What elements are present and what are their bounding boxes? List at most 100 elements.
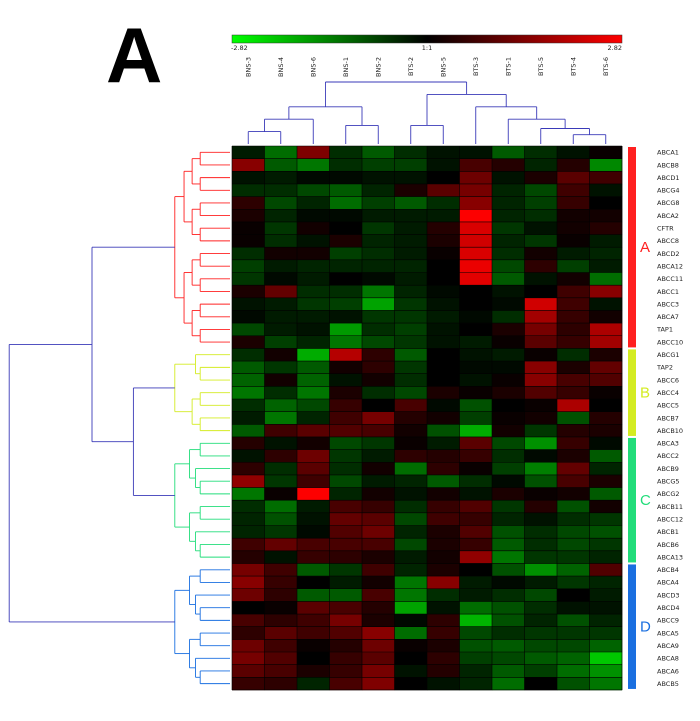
heatmap-cell [492, 639, 525, 653]
heatmap-cell [297, 677, 330, 691]
heatmap-cell [297, 550, 330, 564]
row-label: ABCB11 [657, 503, 683, 511]
heatmap-cell [557, 399, 590, 412]
heatmap-cell [362, 183, 395, 197]
heatmap-cell [362, 576, 395, 590]
color-scale-mid-label: 1:1 [422, 44, 432, 52]
heatmap-cell [297, 285, 330, 299]
heatmap-cell [492, 158, 525, 172]
heatmap-cell [589, 297, 623, 311]
heatmap-cell [524, 588, 558, 602]
heatmap-cell [329, 171, 363, 185]
heatmap-cell [394, 361, 428, 374]
heatmap-cell [362, 234, 395, 248]
heatmap-cell [492, 335, 525, 349]
heatmap-cell [394, 664, 428, 678]
heatmap-cell [589, 411, 623, 425]
row-label: ABCB10 [657, 427, 683, 435]
heatmap-cell [264, 487, 298, 501]
row-label: ABCG8 [657, 199, 680, 207]
heatmap-cell [557, 512, 590, 526]
heatmap-cell [459, 424, 493, 438]
heatmap-cell [524, 373, 558, 387]
heatmap-cell [557, 196, 590, 210]
heatmap-cell [459, 196, 493, 210]
heatmap-cell [427, 158, 460, 172]
row-label: ABCA1 [657, 149, 679, 157]
heatmap-cell [524, 424, 558, 438]
heatmap-cell [524, 323, 558, 337]
heatmap-cell [589, 652, 623, 665]
column-label: BTS-6 [602, 57, 610, 76]
heatmap-cell [427, 221, 460, 235]
heatmap-cell [589, 424, 623, 438]
heatmap-cell [362, 411, 395, 425]
column-label: BNS-1 [342, 57, 350, 77]
heatmap-cell [394, 550, 428, 564]
heatmap-cell [362, 538, 395, 552]
heatmap-cell [297, 474, 330, 488]
heatmap-cell [264, 588, 298, 602]
row-dendrogram [8, 151, 230, 685]
heatmap-cell [329, 158, 363, 172]
heatmap-cell [492, 576, 525, 590]
heatmap-cell [459, 234, 493, 248]
heatmap-cell [297, 272, 330, 286]
row-label: TAP2 [656, 364, 673, 372]
heatmap-cell [329, 285, 363, 299]
row-label: ABCC4 [657, 389, 679, 397]
heatmap-cell [589, 538, 623, 552]
heatmap-cell [492, 183, 525, 197]
column-label: BNS-5 [439, 57, 447, 77]
heatmap-cell [557, 449, 590, 463]
heatmap-cell [264, 171, 298, 185]
heatmap-cell [329, 601, 363, 615]
heatmap-cell [557, 247, 590, 261]
heatmap-cell [297, 487, 330, 501]
heatmap-cell [264, 323, 298, 337]
heatmap-cell [232, 601, 265, 615]
heatmap-cell [524, 310, 558, 324]
heatmap-cell [459, 626, 493, 640]
heatmap-cell [427, 512, 460, 526]
heatmap-cell [232, 677, 265, 691]
heatmap-cell [297, 209, 330, 223]
heatmap-cell [492, 512, 525, 526]
heatmap-cell [459, 677, 493, 691]
heatmap-cell [427, 664, 460, 678]
heatmap-cell [557, 576, 590, 590]
heatmap-cell [557, 563, 590, 577]
heatmap-cell [264, 550, 298, 564]
heatmap-cell [329, 652, 363, 665]
heatmap-cell [329, 272, 363, 286]
heatmap-cell [459, 449, 493, 463]
heatmap-cell [232, 487, 265, 501]
heatmap-cell [394, 525, 428, 539]
heatmap-cell [589, 639, 623, 653]
heatmap-cell [362, 361, 395, 374]
heatmap-cell [297, 221, 330, 235]
heatmap-cell [297, 348, 330, 362]
heatmap-cell [297, 512, 330, 526]
heatmap-cell [329, 462, 363, 476]
heatmap-cell [557, 436, 590, 450]
heatmap-cell [394, 247, 428, 261]
row-label: ABCC5 [657, 402, 679, 410]
heatmap-cell [394, 588, 428, 602]
heatmap-cell [459, 171, 493, 185]
heatmap-cell [459, 323, 493, 337]
heatmap-cell [589, 310, 623, 324]
heatmap-cell [524, 487, 558, 501]
heatmap-cell [362, 171, 395, 185]
heatmap-cell [589, 247, 623, 261]
heatmap-cell [427, 525, 460, 539]
heatmap-cell [427, 588, 460, 602]
heatmap-cell [394, 323, 428, 337]
heatmap-cells [231, 145, 623, 691]
heatmap-cell [589, 285, 623, 299]
heatmap-cell [492, 550, 525, 564]
heatmap-cell [232, 652, 265, 665]
heatmap-cell [492, 348, 525, 362]
heatmap-cell [557, 664, 590, 678]
heatmap-cell [329, 677, 363, 691]
